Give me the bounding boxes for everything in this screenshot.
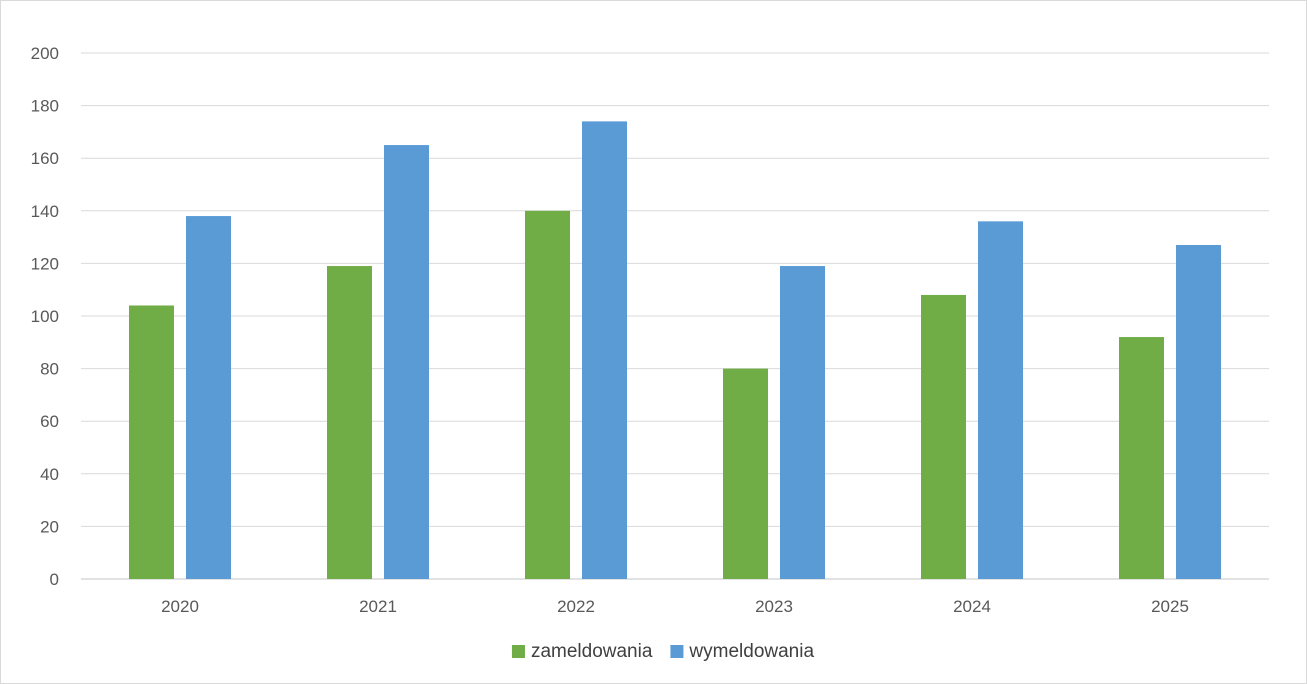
legend-label: wymeldowania	[688, 641, 814, 662]
y-tick-label: 100	[31, 307, 59, 326]
legend-item-wymeldowania: wymeldowania	[670, 641, 814, 662]
y-tick-label: 200	[31, 44, 59, 63]
bar-wymeldowania-2025	[1176, 244, 1221, 580]
x-tick-label: 2021	[359, 597, 397, 616]
y-axis-ticks: 0 20 40 60 80 100 120 140 160 180 200	[31, 44, 59, 589]
y-tick-label: 160	[31, 149, 59, 168]
y-tick-label: 120	[31, 254, 59, 273]
y-tick-label: 80	[40, 360, 59, 379]
bar-zameldowania-2025	[1119, 337, 1164, 579]
bar-wymeldowania-2020	[186, 216, 231, 579]
bar-zameldowania-2022	[525, 210, 570, 580]
bar-wymeldowania-2023	[780, 266, 825, 579]
legend-swatch	[670, 645, 684, 658]
y-tick-label: 40	[40, 465, 59, 484]
y-tick-label: 60	[40, 412, 59, 431]
legend: zameldowania wymeldowania	[511, 641, 814, 662]
y-tick-label: 140	[31, 202, 59, 221]
x-tick-label: 2025	[1151, 597, 1189, 616]
x-axis-ticks: 2020 2021 2022 2023 2024 2025	[161, 597, 1189, 616]
y-tick-label: 20	[40, 517, 59, 536]
y-tick-label: 0	[50, 570, 59, 589]
gridlines	[81, 52, 1269, 580]
legend-label: zameldowania	[531, 641, 653, 662]
bar-wymeldowania-2024	[978, 221, 1023, 579]
bar-zameldowania-2023	[723, 368, 768, 579]
x-tick-label: 2024	[953, 597, 991, 616]
bar-zameldowania-2020	[129, 305, 174, 579]
x-tick-label: 2022	[557, 597, 595, 616]
bar-zameldowania-2021	[327, 266, 372, 579]
bar-wymeldowania-2021	[384, 145, 429, 580]
x-tick-label: 2020	[161, 597, 199, 616]
legend-item-zameldowania: zameldowania	[511, 641, 653, 662]
bar-zameldowania-2024	[921, 294, 966, 579]
y-tick-label: 180	[31, 97, 59, 116]
bars	[129, 121, 1221, 580]
legend-swatch	[511, 645, 525, 658]
x-tick-label: 2023	[755, 597, 793, 616]
bar-wymeldowania-2022	[582, 121, 627, 579]
